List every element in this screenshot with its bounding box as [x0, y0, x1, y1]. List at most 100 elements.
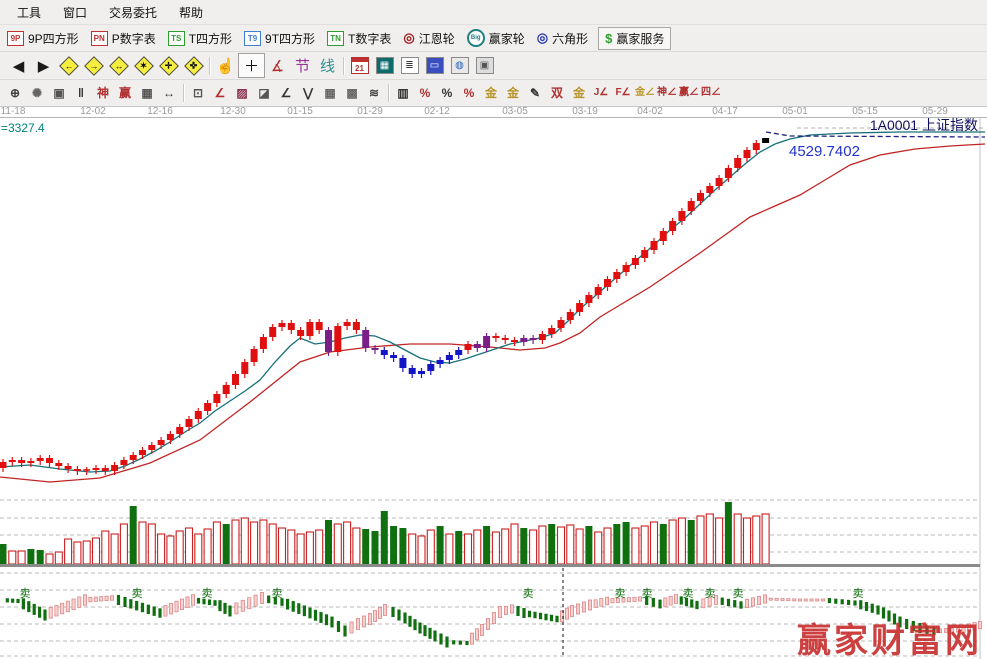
oscillator-bar [516, 606, 520, 616]
oscillator-bar [93, 596, 98, 602]
gann-tool-icon[interactable]: 节 [294, 58, 310, 75]
volume-bar [8, 550, 17, 565]
tool-ying-angle-icon[interactable]: 赢∠ [679, 87, 699, 98]
compress-icon[interactable]: ✛ [156, 54, 181, 77]
cart-icon[interactable]: ▣ [472, 54, 497, 77]
oscillator-bar [690, 599, 694, 608]
candle [697, 190, 704, 205]
notes-icon[interactable]: ≣ [397, 54, 422, 77]
tool-gold-under-icon[interactable]: 金 [572, 86, 585, 100]
tool-percent-lines-icon[interactable]: % [463, 86, 475, 100]
toolbar-button-T数字表[interactable]: TN T数字表 [321, 28, 397, 49]
tool-percent-triangle-icon[interactable]: % [419, 86, 431, 100]
volume-bar [733, 513, 742, 565]
candle [55, 460, 63, 470]
toolbar-button-T四方形[interactable]: TS T四方形 [162, 28, 238, 49]
candle [399, 355, 407, 372]
toolbar-button-赢家服务[interactable]: $ 赢家服务 [598, 26, 672, 50]
menu-item-1[interactable]: 窗口 [63, 5, 88, 20]
wave-tool-icon[interactable]: 线 [319, 58, 335, 75]
candle [222, 382, 230, 398]
oscillator-bar [674, 594, 679, 604]
toolbar-button-9T四方形[interactable]: T9 9T四方形 [238, 28, 321, 49]
back-icon[interactable]: ◀ [12, 57, 25, 75]
tool-zigzag-icon[interactable]: ⋁ [303, 86, 313, 100]
angle-tool-icon[interactable]: ∡ [270, 57, 285, 75]
hand-tool-icon[interactable]: ☝ [216, 57, 235, 75]
oscillator-bar [286, 598, 290, 610]
tool-square-grid-icon[interactable]: ▣ [53, 86, 65, 100]
toolbar-button-赢家轮[interactable]: Big 赢家轮 [461, 27, 531, 49]
candle [585, 292, 593, 307]
tool-gold-lines-icon[interactable]: 金 [506, 86, 519, 100]
menu-item-2[interactable]: 交易委托 [109, 5, 158, 20]
pan-left-icon[interactable]: ← [56, 54, 81, 77]
candle [445, 352, 453, 364]
tool-bars-icon[interactable]: ‖ [78, 86, 84, 100]
tool-gold-circle-icon[interactable]: 金 [484, 86, 497, 100]
tool-percent-icon[interactable]: % [441, 86, 453, 100]
tool-columns-icon[interactable]: ▥ [397, 86, 409, 100]
tool-box-icon[interactable]: ⊡ [192, 86, 204, 100]
ma-fast-line [0, 131, 985, 473]
candle [0, 459, 7, 472]
candle [669, 218, 677, 235]
volume-bar [529, 529, 538, 565]
toolbar-button-label: 赢家轮 [488, 31, 525, 46]
toolbar-button-P数字表[interactable]: PN P数字表 [85, 28, 162, 49]
tool-grid3-icon[interactable]: ▩ [346, 86, 358, 100]
oscillator-bar [815, 598, 820, 602]
menu-item-0[interactable]: 工具 [17, 5, 42, 20]
tool-grid-ruler-icon[interactable]: ▦ [141, 86, 153, 100]
oscillator-bar [780, 598, 785, 601]
volume-bar [343, 521, 352, 565]
forward-icon[interactable]: ▶ [37, 57, 50, 75]
main-chart-svg[interactable]: 卖卖卖卖卖卖卖卖卖卖卖=3327.4 1A0001 上证指数4529.7402赢家… [0, 117, 987, 659]
toolbar-button-江恩轮[interactable]: ◎ 江恩轮 [397, 28, 460, 49]
toolbar-button-9P四方形[interactable]: 9P 9P四方形 [1, 28, 85, 49]
crosshair-tool-icon[interactable]: ＋ [238, 53, 265, 78]
tool-ying-grid-icon[interactable]: 赢 [118, 86, 131, 100]
oscillator-bar [798, 598, 803, 602]
tool-shen-angle-icon[interactable]: 神∠ [657, 87, 677, 98]
oscillator-bar [452, 640, 456, 645]
expand-icon[interactable]: ✜ [181, 54, 206, 77]
ma-slow-line [0, 143, 986, 483]
tool-wave-measure-icon[interactable]: 双 [550, 86, 563, 100]
tool-hspan-icon[interactable]: ↔ [163, 86, 175, 100]
zoom-all-icon[interactable]: ✶ [131, 54, 156, 77]
tool-pen-icon[interactable]: ✎ [529, 86, 541, 100]
oscillator-bar [382, 604, 387, 616]
volume-bar [501, 528, 510, 565]
tool-compass-icon[interactable]: ✺ [31, 86, 43, 100]
toolbar-button-六角形[interactable]: ◎ 六角形 [531, 28, 594, 49]
candle [371, 345, 379, 354]
tool-f-angle-icon[interactable]: F∠ [615, 87, 631, 98]
toolbar-button-label: 赢家服务 [616, 31, 665, 46]
tool-angle-lines-icon[interactable]: ∠ [280, 86, 292, 100]
menu-item-3[interactable]: 帮助 [179, 5, 204, 20]
pan-right-icon[interactable]: → [81, 54, 106, 77]
candle [464, 341, 472, 354]
tool-circle-cross-icon[interactable]: ⊕ [9, 86, 21, 100]
calendar-icon[interactable]: 21 [347, 54, 372, 77]
volume-bar [677, 517, 686, 565]
zoom-horizontal-icon[interactable]: ↔ [106, 54, 131, 77]
tool-gold-angle-icon[interactable]: 金∠ [635, 87, 655, 98]
tool-trend-lines-icon[interactable]: ≋ [368, 86, 380, 100]
tool-four-angle-icon[interactable]: 四∠ [701, 87, 721, 98]
tool-line-box-icon[interactable]: ◪ [258, 86, 270, 100]
oscillator-bar [324, 614, 329, 626]
oscillator-bar [555, 615, 559, 623]
publish-web-icon[interactable]: ◍ [447, 54, 472, 77]
tool-fan-box-icon[interactable]: ▨ [236, 86, 248, 100]
赢家服务-icon: $ [605, 30, 613, 46]
tool-grid2-icon[interactable]: ▦ [324, 86, 336, 100]
volume-bar [622, 522, 630, 564]
tool-gann-fan-icon[interactable]: ∠ [214, 86, 226, 100]
volume-bar [724, 502, 732, 564]
tool-shen-grid-icon[interactable]: 神 [96, 86, 109, 100]
save-icon[interactable]: ▭ [422, 54, 447, 77]
tool-j-angle-icon[interactable]: J∠ [593, 87, 609, 98]
calculator-icon[interactable]: ▦ [372, 54, 397, 77]
